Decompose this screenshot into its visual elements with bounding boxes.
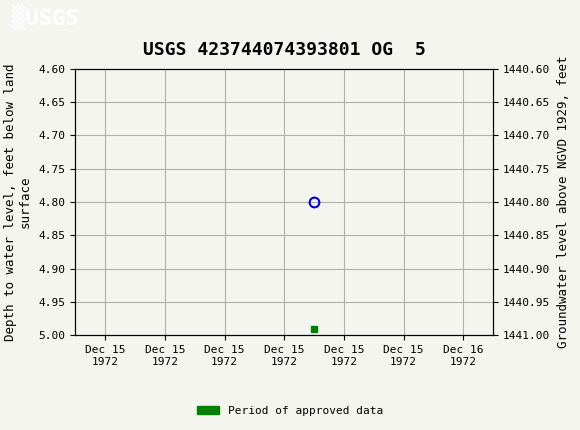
Y-axis label: Depth to water level, feet below land
surface: Depth to water level, feet below land su… [3,63,32,341]
Legend: Period of approved data: Period of approved data [193,401,387,420]
Y-axis label: Groundwater level above NGVD 1929, feet: Groundwater level above NGVD 1929, feet [557,56,570,348]
Title: USGS 423744074393801 OG  5: USGS 423744074393801 OG 5 [143,41,426,59]
Text: ▒USGS: ▒USGS [12,4,78,30]
